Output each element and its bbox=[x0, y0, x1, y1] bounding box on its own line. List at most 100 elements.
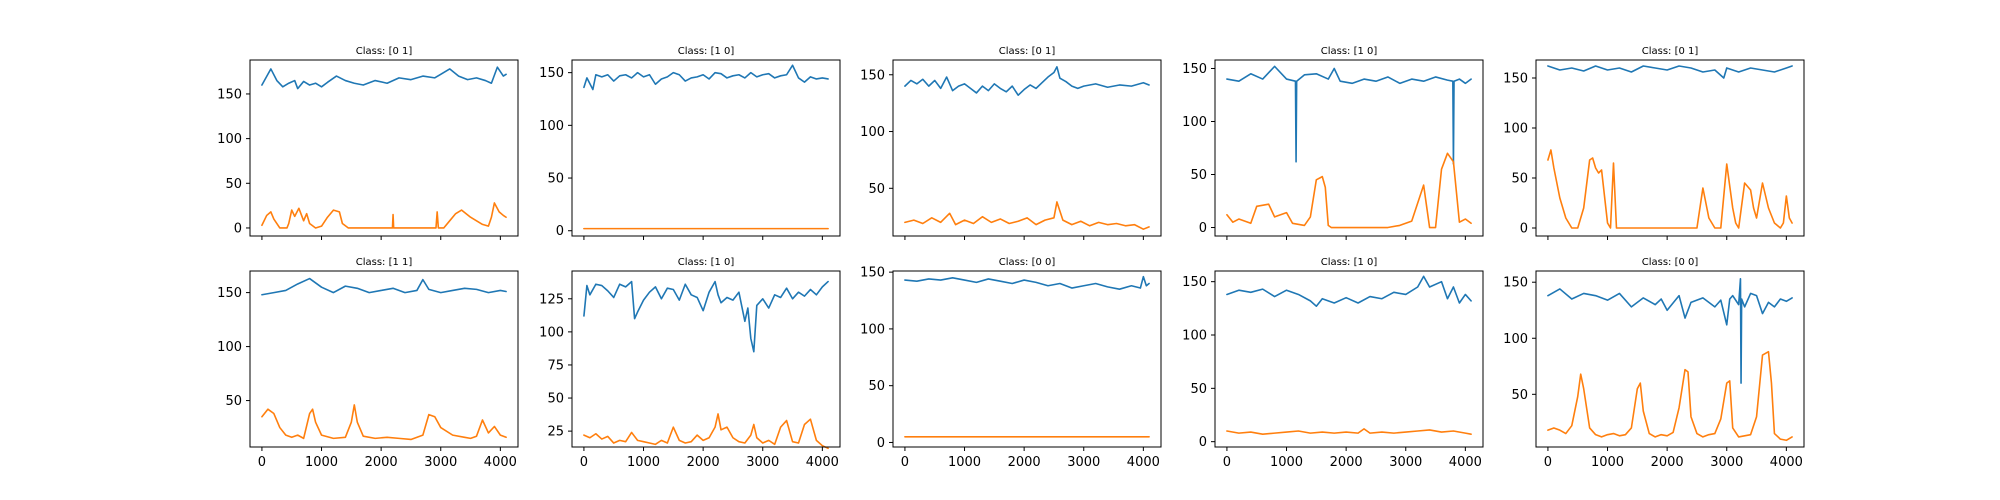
y-tick-label: 150 bbox=[1503, 276, 1528, 291]
axes-frame bbox=[1214, 59, 1484, 237]
axes-frame bbox=[1535, 59, 1805, 237]
y-tick-label: 0 bbox=[1520, 222, 1528, 237]
x-tick-label: 1000 bbox=[948, 455, 981, 470]
series-line-1 bbox=[1226, 65, 1472, 165]
y-tick-label: 50 bbox=[547, 172, 564, 187]
subplot-7: Class: [1 0] 25 50 75 100 125 0 1000 2000 3000 400… bbox=[539, 257, 841, 470]
subplot-title: Class: [0 1] bbox=[356, 46, 413, 57]
series-line-2 bbox=[1226, 428, 1472, 436]
series-line-1 bbox=[904, 66, 1150, 96]
subplot-4: Class: [1 0] 0 50 100 150 bbox=[1182, 46, 1484, 240]
x-tick-label: 0 bbox=[1544, 455, 1552, 470]
y-tick-label: 100 bbox=[1182, 329, 1207, 344]
subplot-title: Class: [0 0] bbox=[1642, 257, 1699, 268]
y-tick-label: 100 bbox=[1503, 122, 1528, 137]
y-tick-label: 150 bbox=[1182, 275, 1207, 290]
x-tick-label: 0 bbox=[580, 455, 588, 470]
x-tick-label: 4000 bbox=[806, 455, 839, 470]
x-tick-label: 2000 bbox=[1330, 455, 1363, 470]
subplot-title: Class: [1 0] bbox=[678, 257, 735, 268]
series-line-1 bbox=[583, 280, 829, 353]
x-tick-label: 0 bbox=[1223, 455, 1231, 470]
y-tick-label: 150 bbox=[217, 87, 242, 102]
series-line-1 bbox=[1547, 278, 1793, 384]
y-tick-label: 50 bbox=[1190, 382, 1207, 397]
y-tick-label: 50 bbox=[1511, 388, 1528, 403]
y-tick-label: 50 bbox=[1511, 172, 1528, 187]
x-tick-label: 4000 bbox=[1770, 455, 1803, 470]
axes-frame bbox=[571, 59, 841, 237]
y-tick-label: 0 bbox=[556, 224, 564, 239]
y-tick-label: 100 bbox=[860, 125, 885, 140]
x-tick-label: 2000 bbox=[1651, 455, 1684, 470]
subplot-title: Class: [0 1] bbox=[1642, 46, 1699, 57]
subplot-title: Class: [1 0] bbox=[678, 46, 735, 57]
x-tick-label: 0 bbox=[258, 455, 266, 470]
subplot-title: Class: [1 0] bbox=[1321, 257, 1378, 268]
subplot-5: Class: [0 1] 0 50 100 150 bbox=[1503, 46, 1805, 240]
y-tick-label: 50 bbox=[225, 394, 242, 409]
series-line-2 bbox=[904, 201, 1150, 230]
y-tick-label: 150 bbox=[860, 266, 885, 281]
y-tick-label: 50 bbox=[547, 392, 564, 407]
y-tick-label: 150 bbox=[860, 68, 885, 83]
subplot-title: Class: [1 1] bbox=[356, 257, 413, 268]
y-tick-label: 100 bbox=[217, 340, 242, 355]
x-tick-label: 2000 bbox=[687, 455, 720, 470]
axes-frame bbox=[1535, 270, 1805, 448]
x-tick-label: 0 bbox=[901, 455, 909, 470]
y-tick-label: 100 bbox=[1503, 332, 1528, 347]
x-tick-label: 1000 bbox=[305, 455, 338, 470]
subplot-title: Class: [1 0] bbox=[1321, 46, 1378, 57]
x-tick-label: 1000 bbox=[627, 455, 660, 470]
series-line-1 bbox=[1547, 65, 1793, 79]
y-tick-label: 150 bbox=[539, 66, 564, 81]
x-tick-label: 2000 bbox=[365, 455, 398, 470]
subplot-10: Class: [0 0] 50 100 150 0 1000 2000 3000 4000 bbox=[1503, 257, 1805, 470]
subplot-6: Class: [1 1] 50 100 150 0 1000 2000 3000 4000 bbox=[217, 257, 519, 470]
y-tick-label: 0 bbox=[1199, 435, 1207, 450]
subplot-3: Class: [0 1] 50 100 150 bbox=[860, 46, 1162, 240]
series-line-2 bbox=[261, 404, 507, 441]
axes-frame bbox=[249, 270, 519, 448]
y-tick-label: 0 bbox=[234, 221, 242, 236]
x-tick-label: 2000 bbox=[1008, 455, 1041, 470]
series-line-2 bbox=[1547, 149, 1793, 229]
axes-frame bbox=[892, 59, 1162, 237]
y-tick-label: 100 bbox=[860, 322, 885, 337]
x-tick-label: 3000 bbox=[424, 455, 457, 470]
subplot-1: Class: [0 1] 0 50 100 150 bbox=[217, 46, 519, 240]
x-tick-label: 3000 bbox=[1389, 455, 1422, 470]
x-tick-label: 4000 bbox=[484, 455, 517, 470]
y-tick-label: 0 bbox=[877, 436, 885, 451]
y-tick-label: 50 bbox=[868, 182, 885, 197]
axes-frame bbox=[249, 59, 519, 237]
axes-frame bbox=[1214, 270, 1484, 448]
y-tick-label: 50 bbox=[868, 379, 885, 394]
axes-frame bbox=[571, 270, 841, 448]
series-line-1 bbox=[261, 277, 507, 296]
subplot-2: Class: [1 0] 0 50 100 150 bbox=[539, 46, 841, 240]
y-tick-label: 150 bbox=[217, 286, 242, 301]
y-tick-label: 25 bbox=[547, 425, 564, 440]
y-tick-label: 100 bbox=[539, 119, 564, 134]
subplot-8: Class: [0 0] 0 50 100 150 0 1000 2000 3000 4000 bbox=[860, 257, 1162, 470]
y-tick-label: 100 bbox=[1182, 115, 1207, 130]
subplot-title: Class: [0 0] bbox=[999, 257, 1056, 268]
series-line-1 bbox=[261, 66, 507, 90]
x-tick-label: 3000 bbox=[1067, 455, 1100, 470]
y-tick-label: 75 bbox=[547, 358, 564, 373]
series-line-2 bbox=[1226, 152, 1472, 229]
x-tick-label: 4000 bbox=[1449, 455, 1482, 470]
x-tick-label: 4000 bbox=[1127, 455, 1160, 470]
series-line-1 bbox=[1226, 275, 1472, 308]
y-tick-label: 50 bbox=[1190, 168, 1207, 183]
series-line-2 bbox=[1547, 350, 1793, 442]
y-tick-label: 0 bbox=[1199, 221, 1207, 236]
axes-frame bbox=[892, 270, 1162, 448]
series-line-2 bbox=[583, 413, 829, 450]
y-tick-label: 150 bbox=[1503, 72, 1528, 87]
y-tick-label: 50 bbox=[225, 177, 242, 192]
subplot-title: Class: [0 1] bbox=[999, 46, 1056, 57]
